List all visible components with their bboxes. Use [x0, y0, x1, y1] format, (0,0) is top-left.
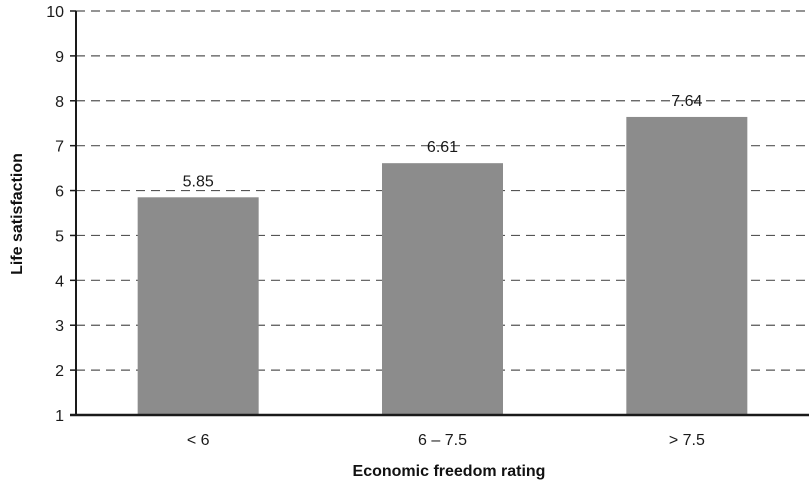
- y-tick-label: 8: [55, 94, 64, 111]
- y-tick-label: 7: [55, 139, 64, 156]
- y-tick-label: 4: [55, 273, 64, 290]
- y-tick-label: 2: [55, 363, 64, 380]
- bar: [382, 163, 503, 415]
- y-axis-title: Life satisfaction: [9, 153, 26, 275]
- bar-value-label: 5.85: [183, 173, 214, 190]
- x-tick-labels: < 6 6 – 7.5 > 7.5: [187, 432, 705, 449]
- bar: [626, 116, 748, 415]
- y-tick-label: 9: [55, 49, 64, 66]
- y-tick-label: 1: [55, 408, 64, 425]
- bar: [137, 197, 259, 415]
- y-tick-label: 3: [55, 318, 64, 335]
- x-axis-title: Economic freedom rating: [353, 463, 546, 480]
- x-tick-label: < 6: [187, 432, 210, 449]
- y-tick-label: 10: [46, 4, 64, 21]
- bar-value-label: 6.61: [427, 139, 458, 156]
- y-tick-label: 6: [55, 184, 64, 201]
- x-tick-label: 6 – 7.5: [418, 432, 467, 449]
- y-tick-labels: 1 2 3 4 5 6 7 8 9 10: [46, 4, 64, 425]
- bar-value-label: 7.64: [671, 93, 702, 110]
- data-labels: 5.85 6.61 7.64: [183, 93, 703, 190]
- x-tick-label: > 7.5: [669, 432, 705, 449]
- y-tick-label: 5: [55, 228, 64, 245]
- bars: [137, 116, 748, 415]
- axes: [70, 10, 809, 417]
